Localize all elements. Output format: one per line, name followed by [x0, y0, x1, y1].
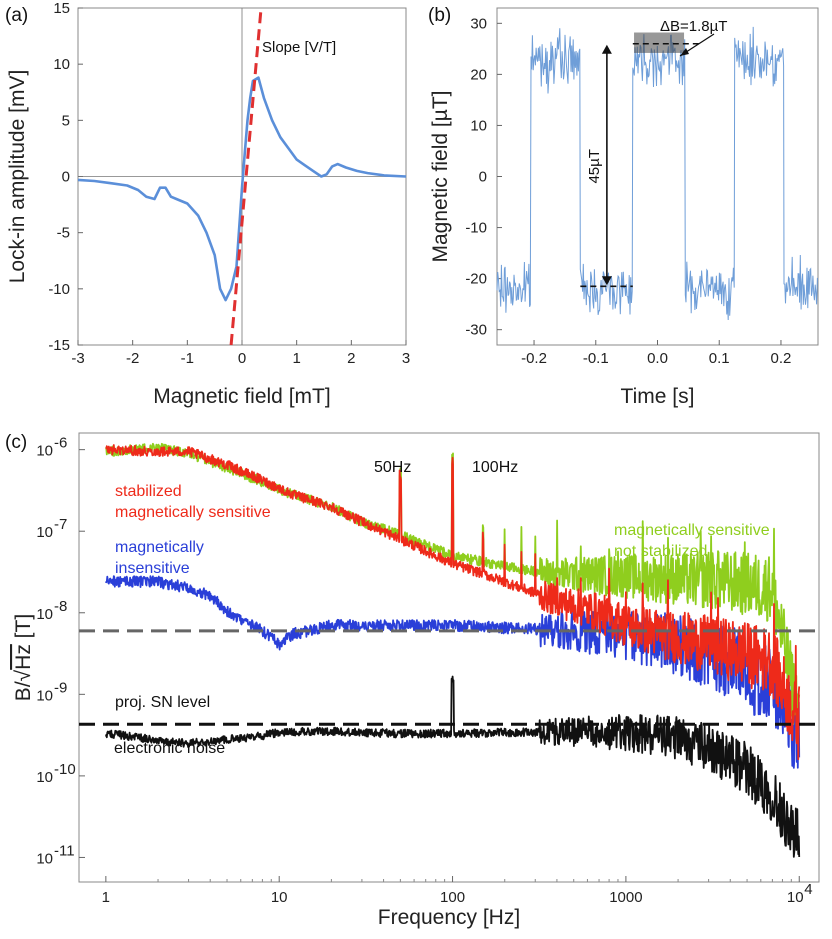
y-axis-title-part: √ [12, 669, 35, 681]
y-axis-title-part: B/ [12, 681, 35, 701]
y-tick-label: 0 [62, 169, 70, 186]
y-tick-exponent: -8 [54, 598, 67, 615]
panel-a-xlabel: Magnetic field [mT] [153, 385, 330, 408]
y-tick-label: -15 [48, 337, 70, 354]
y-tick-label: -10 [48, 281, 70, 298]
y-tick-label: 30 [470, 15, 487, 32]
x-tick-label: -1 [181, 350, 194, 367]
x-tick-label: 0.0 [647, 350, 668, 367]
spectrum-electronic-noise [105, 675, 801, 858]
y-tick-label: 10 [470, 117, 487, 134]
panel-c-frame [78, 432, 820, 883]
y-tick-label: -5 [57, 225, 70, 242]
x-tick-label: 1000 [609, 889, 642, 906]
panel-b: (b) -0.2 -0.1 0.0 0.1 0.2 -30 -20 -10 0 10 20 30 ΔB… [428, 5, 819, 408]
label-insensitive-line0: magnetically [115, 539, 204, 556]
slope-line [229, 7, 263, 346]
arrow-head-down [601, 276, 612, 286]
label-electronic-noise-line0: electronic noise [114, 740, 225, 757]
lock-in-curve [77, 76, 407, 302]
y-tick-exponent: -9 [54, 679, 67, 696]
y-tick-label: 20 [470, 66, 487, 83]
y-tick-label: 10 [36, 606, 53, 623]
y-tick-label: 10 [36, 850, 53, 867]
panel-a-ylabel: Lock-in amplitude [mV] [6, 70, 29, 284]
peak-label-100hz: 100Hz [472, 459, 518, 476]
y-tick-exponent: -11 [54, 842, 75, 859]
label-not-stabilized-line1: not stabilized [614, 543, 707, 560]
y-tick-label: 10 [36, 524, 53, 541]
panel-c-ylabel: B/√Hz [T] [12, 614, 35, 701]
y-tick-label: 0 [479, 169, 487, 186]
arrow-head-up [601, 44, 612, 54]
amplitude-annotation: 45µT [586, 149, 603, 184]
x-tick-label: 100 [440, 889, 465, 906]
x-tick-label: -2 [126, 350, 139, 367]
y-tick-exponent: -6 [54, 435, 67, 452]
label-stabilized-line0: stabilized [115, 483, 182, 500]
panel-c-xlabel: Frequency [Hz] [378, 906, 520, 929]
y-tick-label: 10 [53, 56, 70, 73]
x-tick-label: 10 [787, 889, 804, 906]
y-axis-title-part: Hz [12, 644, 35, 670]
x-tick-label: 10 [271, 889, 288, 906]
label-stabilized-line1: magnetically sensitive [115, 504, 271, 521]
panel-c-labels: magnetically sensitive not stabilized stab… [114, 459, 770, 757]
delta-b-pointer-head [680, 48, 689, 56]
y-tick-label: -10 [465, 220, 487, 237]
y-tick-exponent: -7 [54, 516, 67, 533]
y-tick-label: 10 [36, 769, 53, 786]
x-tick-label: -0.2 [521, 350, 547, 367]
x-tick-label: -0.1 [583, 350, 609, 367]
panel-c: (c) 1 10 100 1000 10 410 -610 -710 -810 -910 -1010… [5, 432, 820, 929]
label-insensitive-line1: insensitive [115, 560, 190, 577]
x-tick-label: 3 [402, 350, 410, 367]
x-tick-label: 0 [238, 350, 246, 367]
panel-b-ylabel: Magnetic field [µT] [429, 91, 452, 263]
x-tick-label: 0.2 [771, 350, 792, 367]
x-tick-label: 1 [292, 350, 300, 367]
delta-b-annotation: ΔB=1.8µT [660, 18, 727, 35]
x-tick-label: 2 [347, 350, 355, 367]
y-tick-label: 15 [53, 0, 70, 17]
field-trace [496, 26, 818, 321]
y-tick-exponent: -10 [54, 761, 76, 778]
y-tick-label: -30 [465, 322, 487, 339]
x-tick-exponent: 4 [804, 881, 812, 898]
y-tick-label: -20 [465, 271, 487, 288]
panel-b-series [496, 26, 818, 321]
x-tick-label: 1 [102, 889, 110, 906]
x-tick-label: -3 [71, 350, 84, 367]
x-tick-label: 0.1 [709, 350, 730, 367]
y-tick-label: 5 [62, 112, 70, 129]
panel-a-tag: (a) [5, 5, 28, 26]
panel-b-tag: (b) [428, 5, 451, 26]
y-tick-label: 10 [36, 687, 53, 704]
label-not-stabilized-line0: magnetically sensitive [614, 522, 770, 539]
spectrum-stabilized [105, 444, 801, 761]
panel-b-ticks: -0.2 -0.1 0.0 0.1 0.2 -30 -20 -10 0 10 20 30 [465, 15, 791, 367]
y-axis-title-part: [T] [12, 614, 35, 644]
label-sn-level: proj. SN level [115, 694, 210, 711]
delta-b-band [634, 32, 685, 53]
y-tick-label: 10 [36, 443, 53, 460]
peak-label-50hz: 50Hz [374, 459, 411, 476]
panel-c-tag: (c) [5, 432, 27, 453]
y-axis-title: B/√Hz [T] [12, 614, 35, 701]
panel-c-series [79, 442, 819, 858]
panel-a-series [77, 7, 407, 346]
slope-annotation: Slope [V/T] [262, 39, 336, 56]
panel-b-xlabel: Time [s] [621, 385, 695, 408]
